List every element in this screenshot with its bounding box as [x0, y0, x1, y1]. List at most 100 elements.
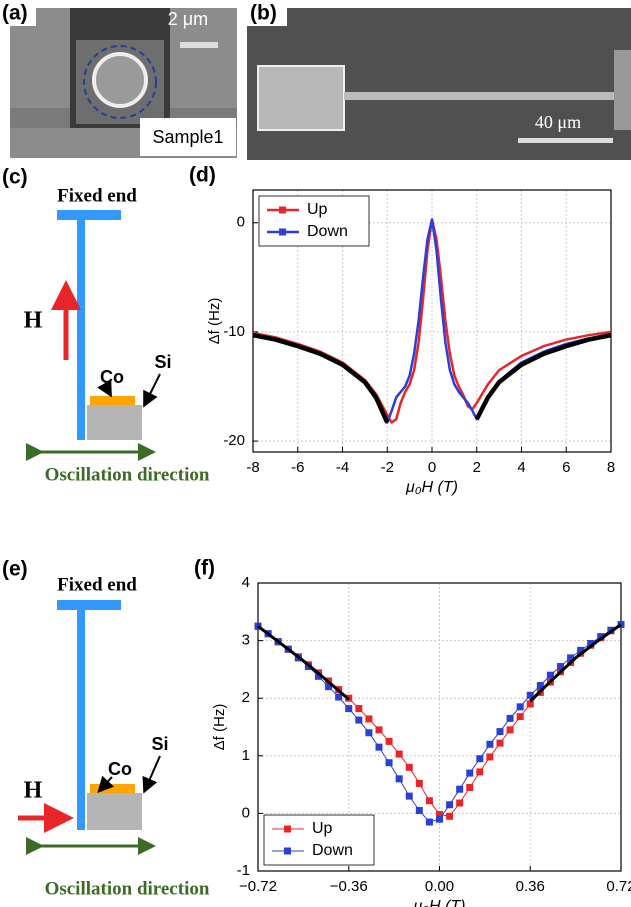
point	[365, 715, 373, 723]
point	[546, 671, 554, 679]
co-label: Co	[100, 367, 124, 387]
point	[456, 785, 464, 793]
field-label: H	[24, 308, 43, 334]
x-axis-label: μ₀H (T)	[405, 479, 458, 496]
x-tick-label: 0.72	[606, 878, 631, 895]
point	[395, 775, 403, 783]
point	[405, 792, 413, 800]
x-tick-label: 6	[562, 459, 570, 476]
legend-marker	[279, 206, 286, 214]
panel-label: (e)	[2, 558, 28, 581]
legend-box	[263, 814, 375, 866]
point	[335, 693, 343, 701]
y-tick-label: 1	[242, 747, 250, 764]
point	[597, 633, 605, 641]
si-label: Si	[151, 734, 168, 754]
point	[436, 815, 443, 823]
x-tick-label: 0.36	[516, 878, 545, 895]
point	[526, 691, 534, 699]
point	[405, 763, 413, 771]
x-tick-label: 0.00	[425, 878, 454, 895]
y-tick-label: -10	[223, 323, 245, 340]
point	[415, 807, 423, 815]
y-tick-label: 3	[242, 632, 250, 649]
scale-label: 40 μm	[535, 112, 581, 132]
point	[345, 705, 353, 713]
point	[375, 743, 383, 751]
panel-label: (d)	[189, 164, 216, 187]
fit-line	[252, 332, 612, 424]
legend-box	[258, 195, 370, 247]
y-tick-label: 0	[237, 214, 245, 231]
point	[506, 714, 514, 722]
point	[486, 753, 494, 761]
panel-label: (a)	[2, 2, 28, 25]
diagram-c: (c) Fixed end H Co Si Oscillation direct…	[2, 166, 210, 486]
panel-label: (c)	[2, 166, 28, 189]
sample-caption: Sample1	[152, 127, 223, 147]
point	[567, 654, 575, 662]
y-tick-label: 0	[242, 804, 250, 821]
point	[496, 728, 504, 736]
point	[446, 801, 454, 809]
y-axis-label: Δf (Hz)	[211, 704, 228, 751]
point	[466, 783, 474, 791]
oscillation-label: Oscillation direction	[45, 878, 210, 899]
point	[325, 683, 333, 691]
x-tick-label: −0.36	[330, 878, 368, 895]
y-tick-label: -20	[223, 432, 245, 449]
point	[496, 739, 504, 747]
point	[385, 737, 393, 745]
point	[557, 663, 564, 671]
point	[536, 682, 544, 690]
field-label: H	[24, 778, 43, 804]
point	[355, 716, 363, 724]
point	[425, 797, 433, 805]
point	[577, 646, 585, 654]
co-label: Co	[108, 759, 132, 779]
point	[385, 759, 393, 767]
y-axis-label: Δf (Hz)	[206, 298, 223, 345]
x-tick-label: 0	[428, 459, 436, 476]
fixed-end-label: Fixed end	[57, 574, 137, 595]
legend-marker	[284, 825, 291, 833]
x-tick-label: -8	[246, 459, 259, 476]
legend-marker	[284, 847, 291, 855]
legend-label: Up	[307, 201, 328, 218]
point	[355, 705, 363, 713]
legend-label: Down	[312, 842, 353, 859]
sem-image-a: 2 μm Sample1 (a)	[0, 2, 237, 158]
plot-frame	[257, 582, 622, 872]
point	[456, 799, 464, 807]
point	[476, 755, 484, 763]
series-line	[252, 218, 612, 424]
x-tick-label: 8	[607, 459, 615, 476]
point	[526, 700, 534, 708]
point	[587, 639, 595, 647]
point	[516, 703, 524, 711]
scale-label: 2 μm	[168, 9, 208, 29]
x-tick-label: -6	[291, 459, 304, 476]
point	[395, 750, 403, 758]
si-label: Si	[154, 352, 171, 372]
x-axis-label: μ₀H (T)	[413, 898, 466, 907]
x-tick-label: -2	[381, 459, 394, 476]
x-tick-label: -4	[336, 459, 349, 476]
legend-label: Up	[312, 820, 333, 837]
legend-label: Down	[307, 223, 348, 240]
point	[486, 740, 494, 748]
fit-line	[257, 623, 622, 703]
x-tick-label: −0.72	[239, 878, 277, 895]
sem-image-b: 40 μm (b)	[247, 2, 631, 160]
point	[415, 779, 423, 787]
point	[466, 769, 474, 777]
x-tick-label: 4	[517, 459, 525, 476]
point	[425, 818, 433, 826]
y-tick-label: 2	[242, 689, 250, 706]
fixed-end-label: Fixed end	[57, 185, 137, 206]
panel-label: (f)	[194, 557, 215, 580]
point	[476, 768, 484, 776]
point	[375, 726, 383, 734]
point	[365, 729, 373, 737]
